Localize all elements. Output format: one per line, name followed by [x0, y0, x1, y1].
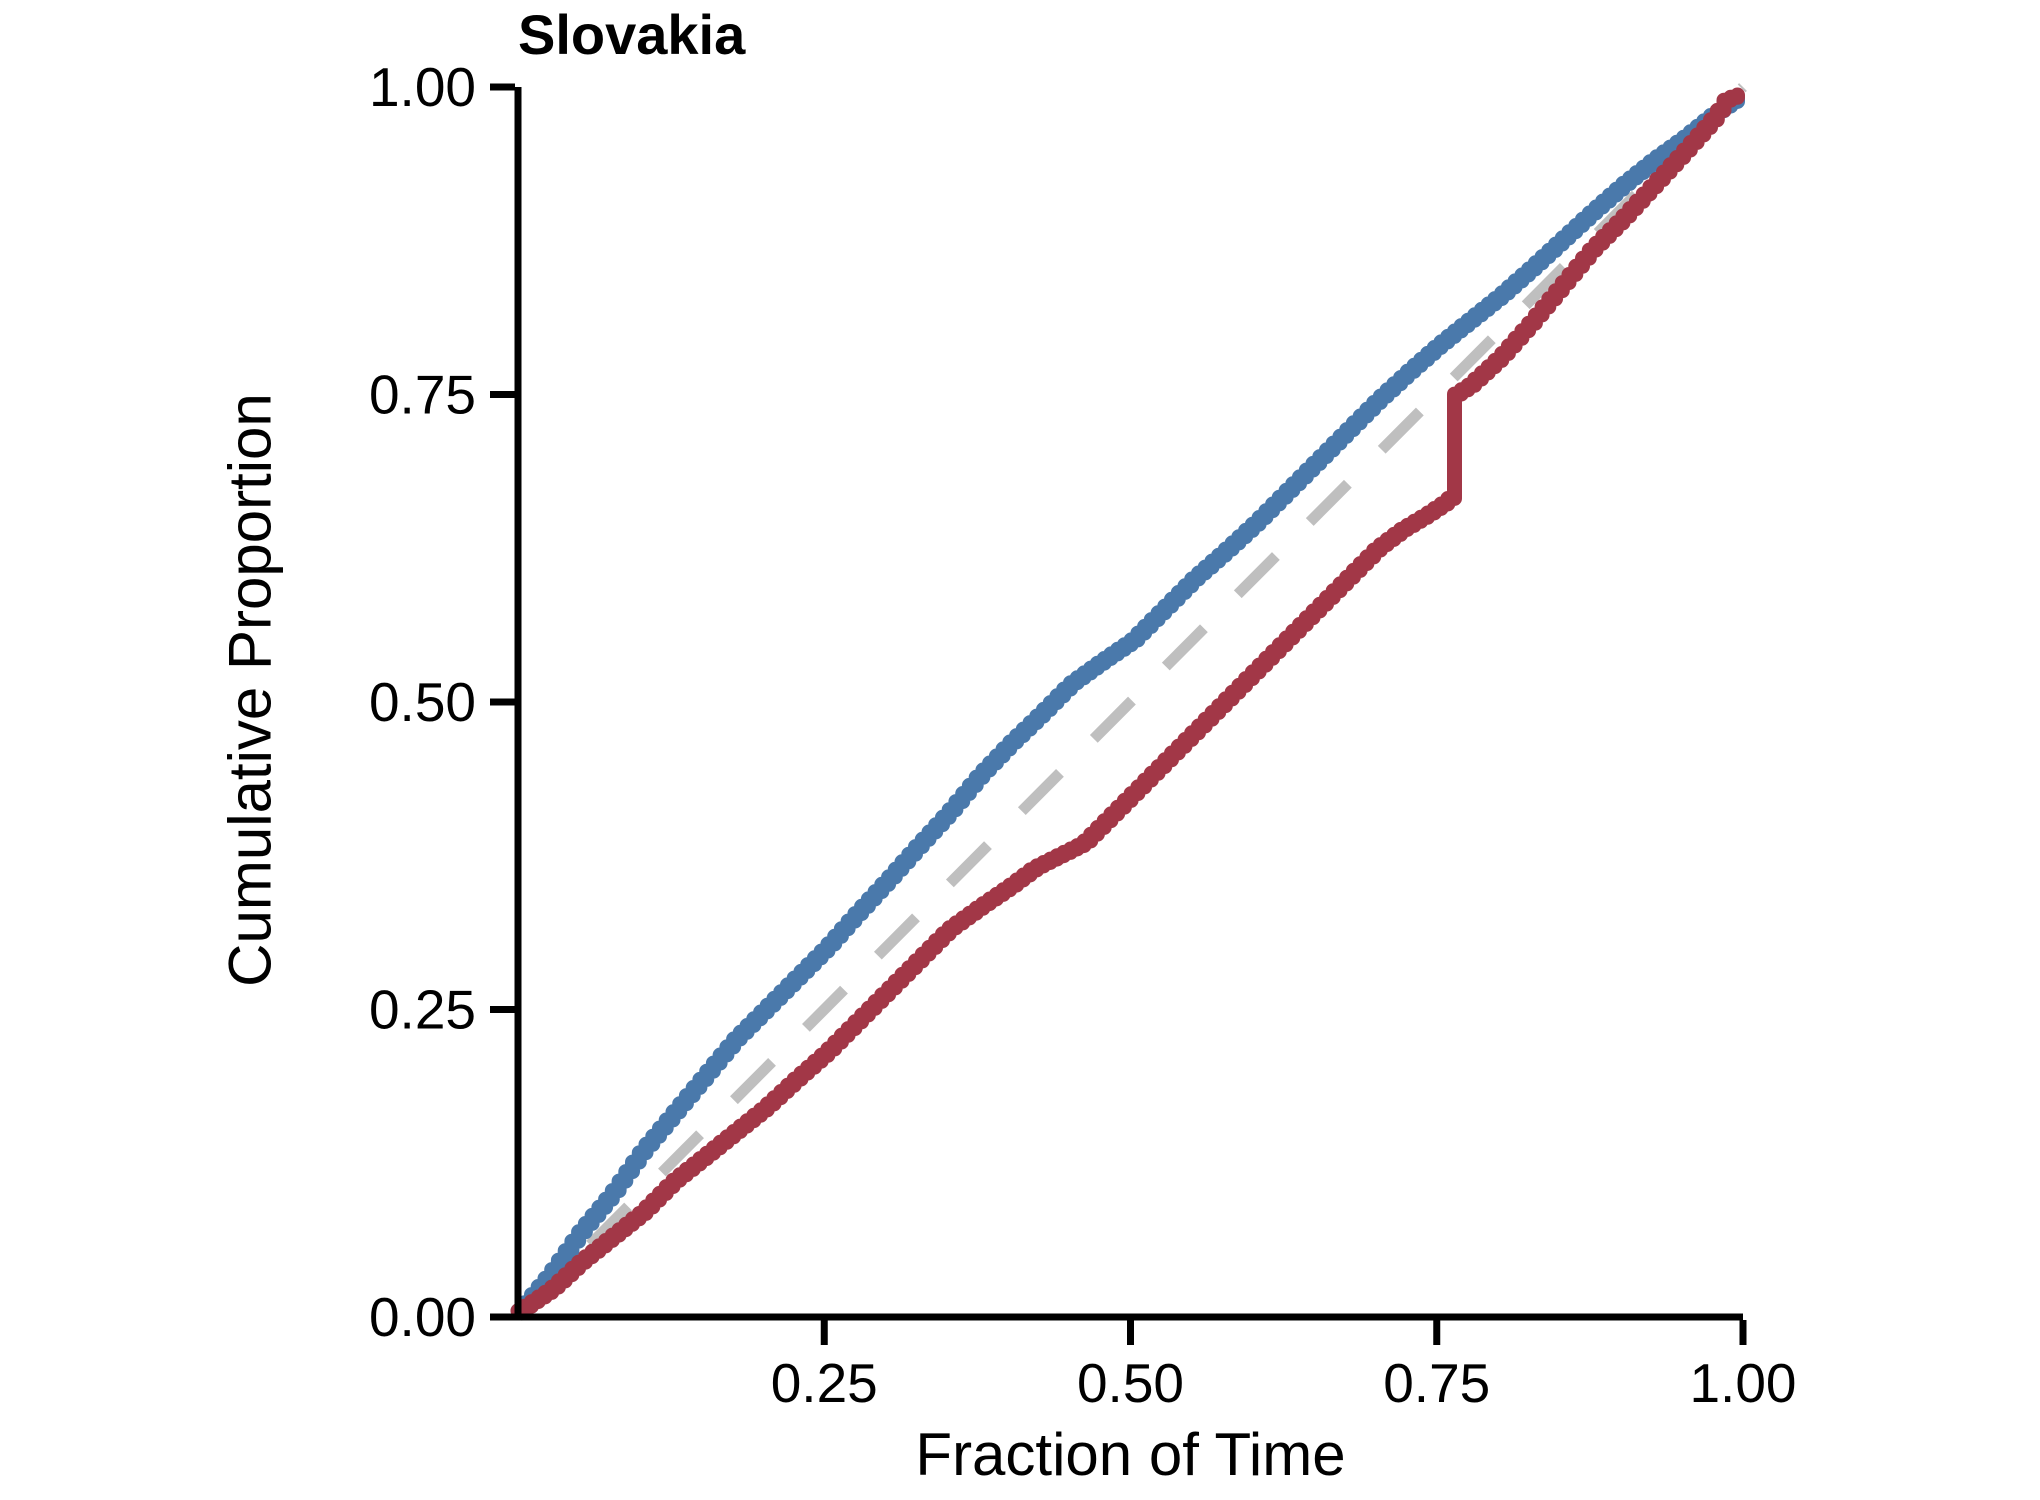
chart-title: Slovakia: [518, 3, 746, 66]
y-tick-label: 0.75: [369, 364, 476, 426]
upper-blue-curve-line: [510, 89, 1745, 1319]
y-tick-label: 1.00: [369, 56, 476, 118]
diagonal-equality-line: [514, 83, 1747, 1321]
y-tick-label: 0.00: [369, 1286, 476, 1348]
x-tick-label: 0.75: [1383, 1352, 1490, 1414]
axis-lines: [514, 87, 1743, 1321]
y-tick-label: 0.25: [369, 979, 476, 1041]
y-tick-label: 0.50: [369, 671, 476, 733]
lower-red-curve-line: [510, 87, 1745, 1319]
x-axis-label: Fraction of Time: [915, 1421, 1346, 1488]
y-axis-label: Cumulative Proportion: [216, 393, 284, 987]
x-tick-label: 0.25: [771, 1352, 878, 1414]
x-tick-label: 0.50: [1077, 1352, 1184, 1414]
x-tick-label: 1.00: [1689, 1352, 1796, 1414]
